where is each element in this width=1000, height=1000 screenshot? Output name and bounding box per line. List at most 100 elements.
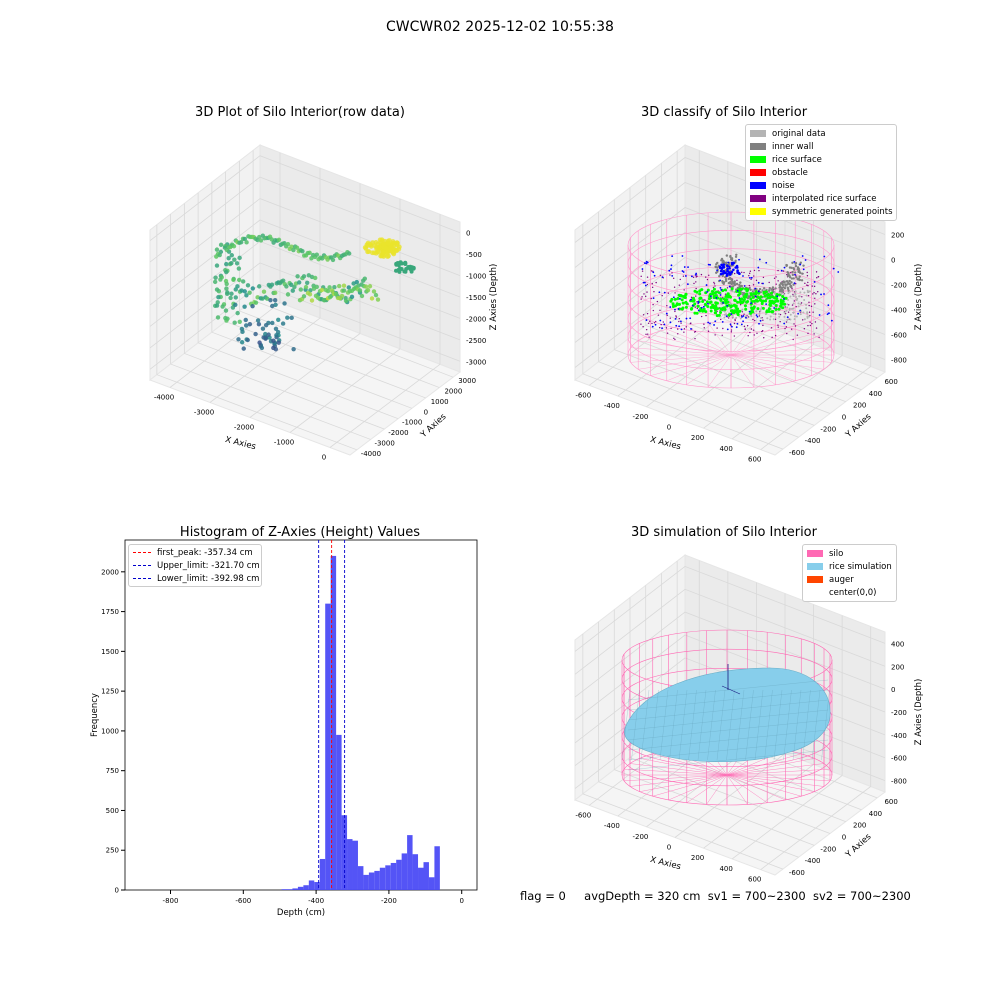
original-data-point	[789, 318, 792, 321]
figure-suptitle: CWCWR02 2025-12-02 10:55:38	[386, 19, 614, 35]
interpolated-point	[714, 334, 716, 336]
raw-data-point	[253, 300, 259, 305]
noise-point	[729, 323, 732, 326]
y-tick-label: 0	[115, 887, 119, 895]
original-data-point	[794, 290, 797, 293]
noise-point	[757, 281, 760, 284]
noise-point	[726, 267, 729, 271]
histogram-bar	[374, 870, 380, 890]
silo-wireframe-spoke	[726, 758, 815, 776]
rice-surface-point	[683, 294, 687, 298]
silo-wireframe-spoke	[726, 753, 802, 776]
y-gridline	[156, 374, 358, 451]
noise-point	[687, 266, 689, 269]
z-axis-label: Z Axies (Depth)	[489, 264, 499, 331]
rice-mesh-line	[627, 749, 829, 771]
noise-point	[644, 262, 646, 264]
raw-data-point	[289, 315, 294, 321]
z-gridline	[574, 565, 886, 652]
histogram-bar	[434, 846, 440, 890]
interpolated-point	[755, 279, 758, 282]
rice-surface-point	[752, 292, 756, 296]
panel-title: 3D simulation of Silo Interior	[631, 525, 818, 540]
legend-swatch	[750, 208, 766, 215]
histogram-bar	[368, 872, 375, 890]
rice-surface-point	[714, 304, 718, 308]
raw-data-point	[369, 296, 375, 301]
raw-data-point	[273, 347, 279, 352]
y-axis-label: Y Axies	[843, 832, 874, 861]
noise-point	[794, 273, 796, 276]
rice-surface-point	[740, 301, 744, 305]
interpolated-point	[734, 318, 736, 320]
z-gridline	[149, 219, 461, 306]
z-tick-label: 400	[891, 640, 904, 648]
histogram-bar	[352, 840, 358, 890]
y-tick-label: 250	[106, 847, 119, 855]
original-data-point	[723, 316, 726, 319]
y-gridline	[252, 299, 454, 378]
raw-data-point	[309, 298, 315, 303]
interpolated-point	[774, 318, 777, 321]
raw-data-point	[364, 242, 370, 248]
interpolated-point	[703, 327, 705, 329]
original-data-point	[787, 298, 790, 301]
silo-wireframe-spoke	[686, 325, 732, 356]
x-tick-label: -2000	[234, 424, 254, 432]
y-tick-label: -400	[805, 857, 821, 865]
histogram-bar	[303, 885, 309, 890]
x-tick-label: 0	[667, 844, 671, 852]
y-gridline	[197, 342, 399, 420]
original-data-point	[788, 307, 791, 310]
interpolated-point	[816, 277, 818, 279]
original-data-point	[795, 315, 798, 318]
rice-mesh-line	[640, 689, 650, 761]
inner-wall-point	[802, 264, 805, 267]
raw-data-point	[214, 303, 220, 308]
rice-surface-point	[781, 294, 785, 298]
rice-surface-point	[702, 307, 706, 311]
x-tick-label: 200	[691, 854, 704, 862]
original-data-point	[778, 315, 781, 318]
raw-data-point	[365, 288, 371, 293]
original-data-point	[793, 318, 796, 321]
interpolated-point	[815, 293, 817, 295]
histogram-bar	[319, 858, 326, 890]
original-data-point	[741, 308, 744, 311]
rice-surface-point	[751, 310, 755, 314]
raw-data-point	[271, 338, 276, 343]
interpolated-point	[791, 304, 794, 306]
legend-item: center(0,0)	[803, 586, 896, 599]
noise-point	[828, 312, 830, 315]
noise-point	[773, 307, 776, 309]
legend-label: first_peak: -357.34 cm	[157, 547, 253, 558]
legend-label: Lower_limit: -392.98 cm	[157, 573, 260, 584]
inner-wall-point	[720, 257, 724, 261]
histogram-bar	[330, 555, 337, 890]
interpolated-point	[645, 333, 647, 336]
interpolated-point	[807, 281, 809, 284]
raw-data-point	[332, 284, 337, 290]
interpolated-point	[647, 322, 650, 324]
legend-label: inner wall	[772, 141, 814, 152]
noise-point	[705, 284, 708, 286]
noise-point	[732, 268, 735, 272]
inner-wall-point	[784, 283, 787, 286]
noise-point	[758, 258, 761, 261]
interpolated-point	[734, 319, 736, 322]
noise-point	[757, 290, 760, 293]
interpolated-point	[786, 332, 788, 335]
raw-data-point	[354, 279, 359, 285]
inner-wall-point	[734, 255, 738, 258]
raw-data-point	[383, 245, 389, 251]
interpolated-point	[818, 336, 820, 339]
y-tick-label: -1000	[402, 419, 422, 427]
raw-data-point	[247, 290, 252, 295]
rice-mesh-line	[669, 689, 678, 761]
original-data-point	[759, 317, 762, 320]
noise-point	[823, 255, 826, 258]
rice-surface-point	[712, 287, 716, 291]
rice-surface-point	[749, 293, 753, 297]
interpolated-point	[773, 288, 775, 291]
raw-data-point	[276, 237, 282, 242]
